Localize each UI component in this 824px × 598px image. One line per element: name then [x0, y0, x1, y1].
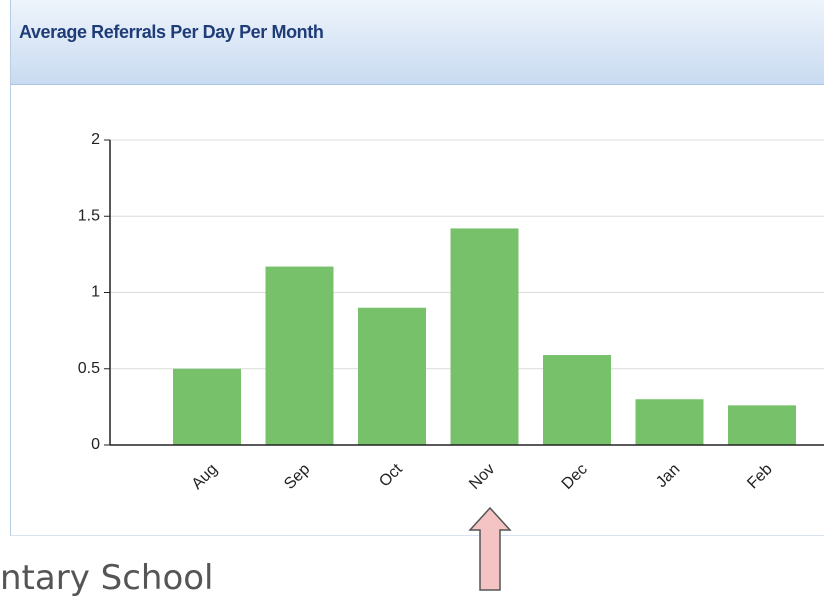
x-tick-label: Dec [559, 461, 591, 493]
x-tick-label: Nov [466, 461, 498, 493]
y-tick-label: 0.5 [78, 360, 100, 377]
x-tick-label: Sep [281, 461, 313, 493]
y-tick-label: 1 [91, 284, 100, 301]
panel: Average Referrals Per Day Per Month [10, 0, 824, 536]
bar [450, 228, 519, 445]
y-tick-label: 1.5 [78, 207, 100, 224]
background-text: ntary School [0, 558, 214, 598]
bar [728, 405, 796, 445]
x-tick-label: Jan [653, 461, 683, 491]
bar [358, 307, 426, 445]
bar [543, 355, 611, 445]
chart-title: Average Referrals Per Day Per Month [19, 22, 324, 42]
x-tick-label: Feb [744, 461, 776, 493]
bar [635, 399, 704, 445]
y-tick-label: 2 [91, 131, 100, 148]
x-tick-label: Aug [189, 461, 221, 493]
x-tick-label: Oct [376, 460, 406, 490]
bar [173, 368, 241, 445]
panel-header: Average Referrals Per Day Per Month [11, 0, 824, 85]
arrow [468, 506, 512, 591]
y-tick-label: 0 [91, 436, 100, 453]
bar [265, 266, 334, 445]
